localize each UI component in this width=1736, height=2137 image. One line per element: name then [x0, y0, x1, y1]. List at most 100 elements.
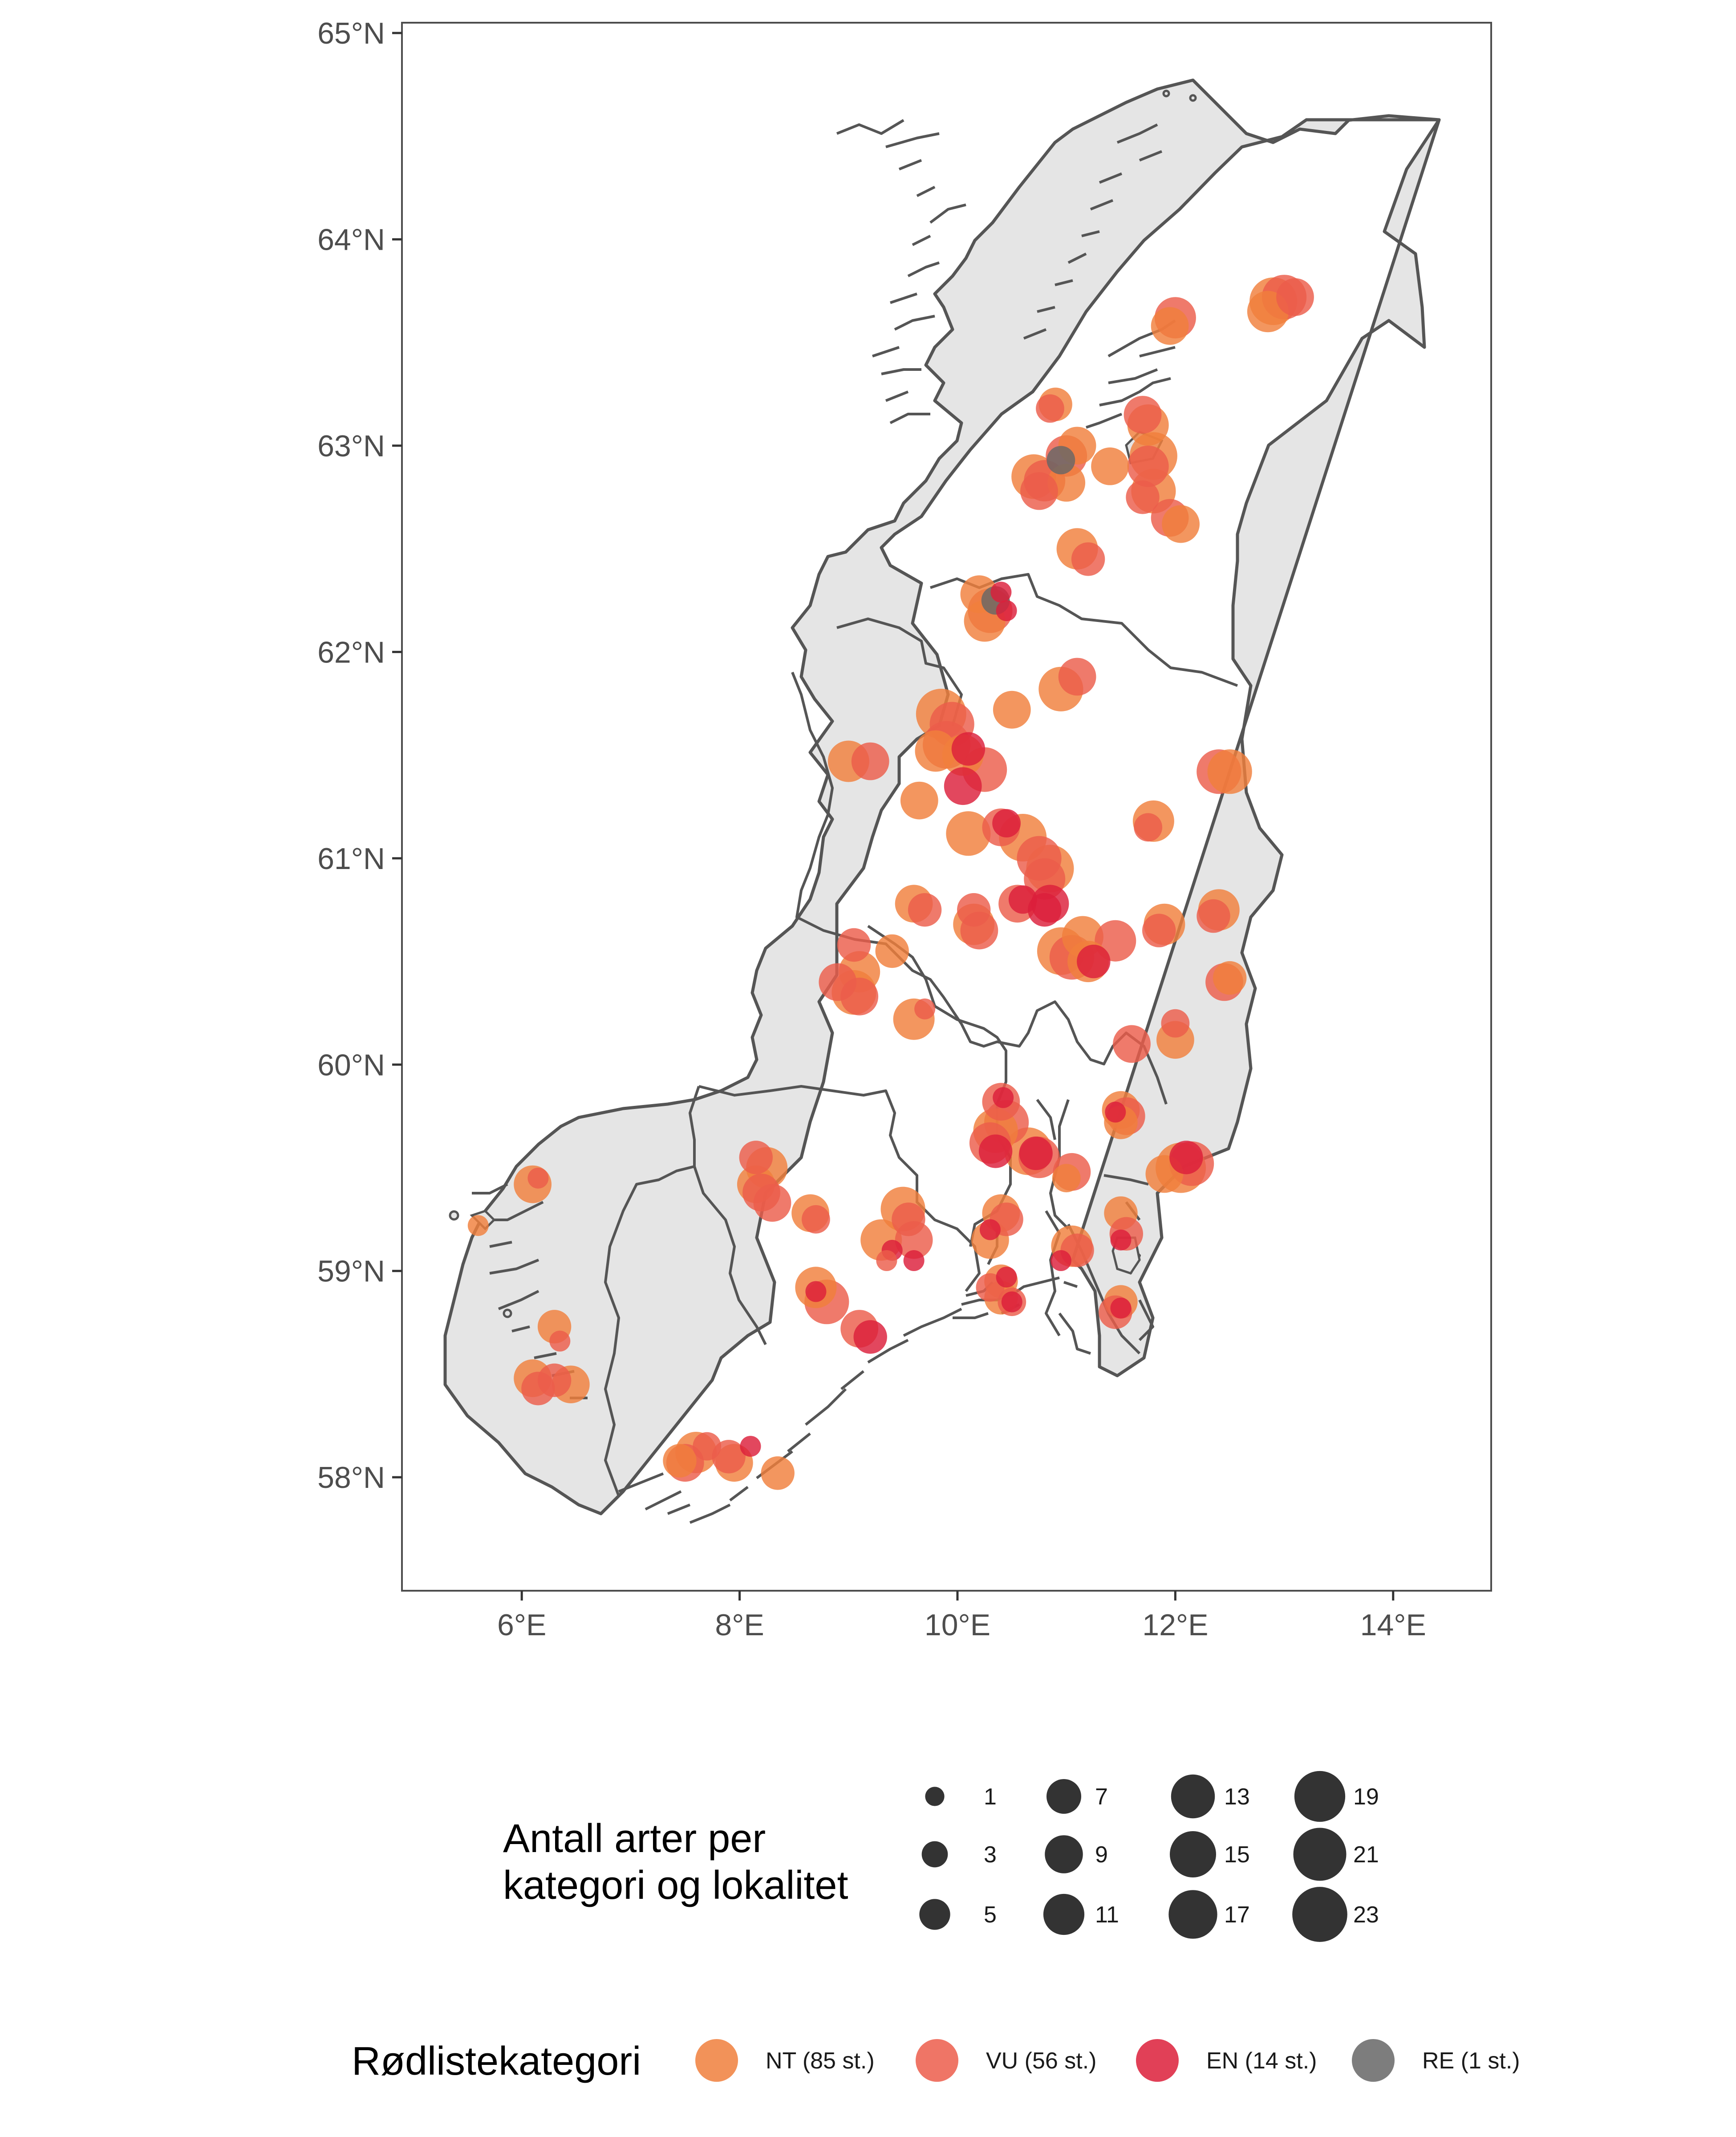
size-legend-key — [1168, 1890, 1217, 1939]
size-legend-label: 3 — [984, 1842, 997, 1868]
occurrence-point — [739, 1141, 773, 1174]
category-legend-key — [916, 2039, 958, 2082]
occurrence-point — [1020, 472, 1058, 510]
category-legend-key — [1352, 2039, 1395, 2082]
occurrence-point — [663, 1444, 697, 1478]
size-legend-label: 13 — [1224, 1784, 1250, 1810]
occurrence-point — [996, 1267, 1017, 1288]
size-legend-label: 15 — [1224, 1842, 1250, 1868]
occurrence-point — [946, 811, 991, 856]
y-tick-label: 61°N — [317, 842, 385, 876]
y-tick-label: 63°N — [317, 429, 385, 463]
category-legend-label: EN (14 st.) — [1206, 2048, 1317, 2074]
occurrence-point — [979, 1219, 1001, 1240]
occurrence-point — [1091, 447, 1129, 485]
occurrence-point — [1050, 1250, 1071, 1271]
occurrence-point — [853, 1320, 887, 1354]
occurrence-point — [1127, 445, 1169, 487]
x-tick-label: 6°E — [497, 1608, 546, 1642]
size-legend-key — [1046, 1779, 1082, 1814]
size-legend-key — [1045, 1835, 1083, 1873]
occurrence-point — [876, 1250, 897, 1271]
x-tick-label: 12°E — [1142, 1608, 1208, 1642]
occurrence-point — [951, 732, 986, 766]
occurrence-points — [467, 275, 1314, 1490]
occurrence-point — [993, 1087, 1014, 1108]
size-legend-label: 7 — [1095, 1784, 1108, 1810]
occurrence-point — [1019, 1136, 1053, 1170]
size-legend-label: 21 — [1353, 1842, 1379, 1868]
size-legend-label: 11 — [1095, 1902, 1119, 1928]
occurrence-point — [1008, 885, 1037, 914]
occurrence-point — [1162, 505, 1200, 543]
size-legend-title-line2: kategori og lokalitet — [503, 1863, 848, 1908]
y-tick-label: 65°N — [317, 16, 385, 50]
occurrence-point — [1169, 1141, 1203, 1174]
occurrence-point — [903, 1250, 925, 1271]
occurrence-point — [467, 1215, 489, 1236]
occurrence-point — [1110, 1297, 1132, 1319]
occurrence-point — [944, 767, 982, 805]
size-legend-key — [1043, 1893, 1085, 1935]
occurrence-point — [1151, 307, 1189, 345]
occurrence-point — [851, 742, 889, 780]
size-legend-key — [1170, 1831, 1216, 1877]
occurrence-point — [761, 1456, 795, 1490]
size-legend-key — [925, 1787, 945, 1806]
category-legend-key — [1136, 2039, 1179, 2082]
occurrence-point — [837, 928, 871, 962]
occurrence-point — [1046, 446, 1075, 475]
occurrence-point — [875, 934, 909, 968]
size-legend-key — [919, 1899, 950, 1930]
size-legend-label: 9 — [1095, 1842, 1108, 1868]
size-legend-key — [1294, 1771, 1346, 1822]
y-tick-label: 60°N — [317, 1048, 385, 1082]
size-legend-key — [1292, 1887, 1347, 1942]
occurrence-point — [1197, 899, 1230, 933]
occurrence-point — [892, 1203, 925, 1236]
occurrence-point — [1126, 480, 1160, 514]
category-legend-label: VU (56 st.) — [986, 2048, 1097, 2074]
category-legend-title: Rødlistekategori — [352, 2039, 641, 2084]
occurrence-point — [1113, 1025, 1151, 1063]
occurrence-point — [1207, 749, 1252, 794]
occurrence-point — [549, 1330, 571, 1352]
size-legend-title-line1: Antall arter per — [503, 1816, 766, 1861]
occurrence-point — [1142, 914, 1176, 947]
occurrence-point — [753, 1184, 791, 1222]
occurrence-point — [537, 1363, 572, 1397]
occurrence-point — [740, 1436, 761, 1457]
size-legend-key — [1171, 1774, 1215, 1819]
occurrence-point — [527, 1167, 549, 1189]
occurrence-point — [840, 977, 879, 1016]
occurrence-point — [900, 781, 938, 820]
occurrence-point — [1134, 813, 1163, 842]
size-legend-label: 17 — [1224, 1902, 1250, 1928]
occurrence-point — [978, 1134, 1013, 1168]
y-axis: 58°N 59°N 60°N 61°N 62°N 63°N 64°N 65°N — [317, 16, 402, 1495]
category-legend-label: RE (1 st.) — [1422, 2048, 1520, 2074]
occurrence-point — [1105, 1101, 1126, 1123]
occurrence-point — [1077, 944, 1111, 979]
size-legend-key — [1293, 1828, 1347, 1881]
occurrence-point — [693, 1432, 722, 1461]
size-legend-label: 23 — [1353, 1902, 1379, 1928]
size-legend: Antall arter per kategori og lokalitet 1… — [503, 1771, 1379, 1942]
occurrence-point — [1036, 394, 1064, 423]
category-legend-key — [695, 2039, 738, 2082]
y-tick-label: 58°N — [317, 1461, 385, 1495]
occurrence-point — [805, 1281, 827, 1302]
occurrence-point — [1213, 961, 1247, 995]
size-legend-label: 5 — [984, 1902, 997, 1928]
occurrence-point — [990, 581, 1012, 603]
occurrence-point — [908, 893, 942, 927]
occurrence-point — [992, 809, 1021, 837]
size-legend-label: 1 — [984, 1784, 997, 1810]
y-tick-label: 62°N — [317, 635, 385, 669]
occurrence-point — [1001, 1291, 1022, 1312]
category-legend: Rødlistekategori NT (85 st.) VU (56 st.) E… — [352, 2039, 1520, 2084]
occurrence-point — [914, 998, 936, 1020]
x-axis: 6°E 8°E 10°E 12°E 14°E — [497, 1591, 1426, 1642]
occurrence-point — [957, 893, 991, 927]
